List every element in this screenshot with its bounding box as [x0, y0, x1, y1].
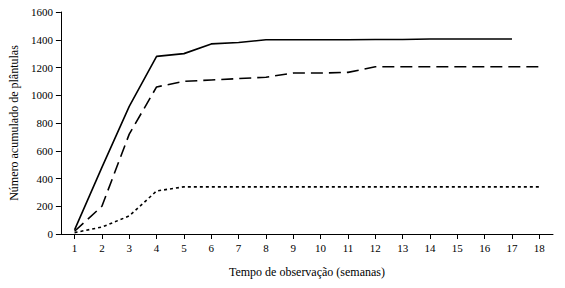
- svg-text:400: 400: [36, 173, 53, 185]
- svg-text:16: 16: [479, 242, 491, 254]
- svg-text:1600: 1600: [31, 6, 54, 18]
- svg-text:1400: 1400: [31, 34, 54, 46]
- svg-text:5: 5: [181, 242, 187, 254]
- svg-text:7: 7: [236, 242, 242, 254]
- svg-text:0: 0: [47, 228, 53, 240]
- svg-text:13: 13: [397, 242, 409, 254]
- svg-text:1200: 1200: [31, 62, 54, 74]
- svg-text:15: 15: [452, 242, 464, 254]
- svg-text:18: 18: [534, 242, 546, 254]
- svg-text:Número acumulado de plântulas: Número acumulado de plântulas: [7, 45, 21, 201]
- svg-text:8: 8: [263, 242, 269, 254]
- svg-text:600: 600: [36, 145, 53, 157]
- svg-text:17: 17: [506, 242, 518, 254]
- svg-text:4: 4: [154, 242, 160, 254]
- svg-text:9: 9: [291, 242, 297, 254]
- svg-text:10: 10: [315, 242, 327, 254]
- svg-text:800: 800: [36, 117, 53, 129]
- svg-text:11: 11: [343, 242, 354, 254]
- svg-text:6: 6: [209, 242, 215, 254]
- svg-text:Tempo de observação (semanas): Tempo de observação (semanas): [229, 265, 385, 279]
- svg-text:1000: 1000: [31, 89, 54, 101]
- svg-text:12: 12: [370, 242, 381, 254]
- svg-text:200: 200: [36, 200, 53, 212]
- svg-text:1: 1: [72, 242, 78, 254]
- svg-text:2: 2: [99, 242, 105, 254]
- svg-text:14: 14: [424, 242, 436, 254]
- svg-text:3: 3: [126, 242, 132, 254]
